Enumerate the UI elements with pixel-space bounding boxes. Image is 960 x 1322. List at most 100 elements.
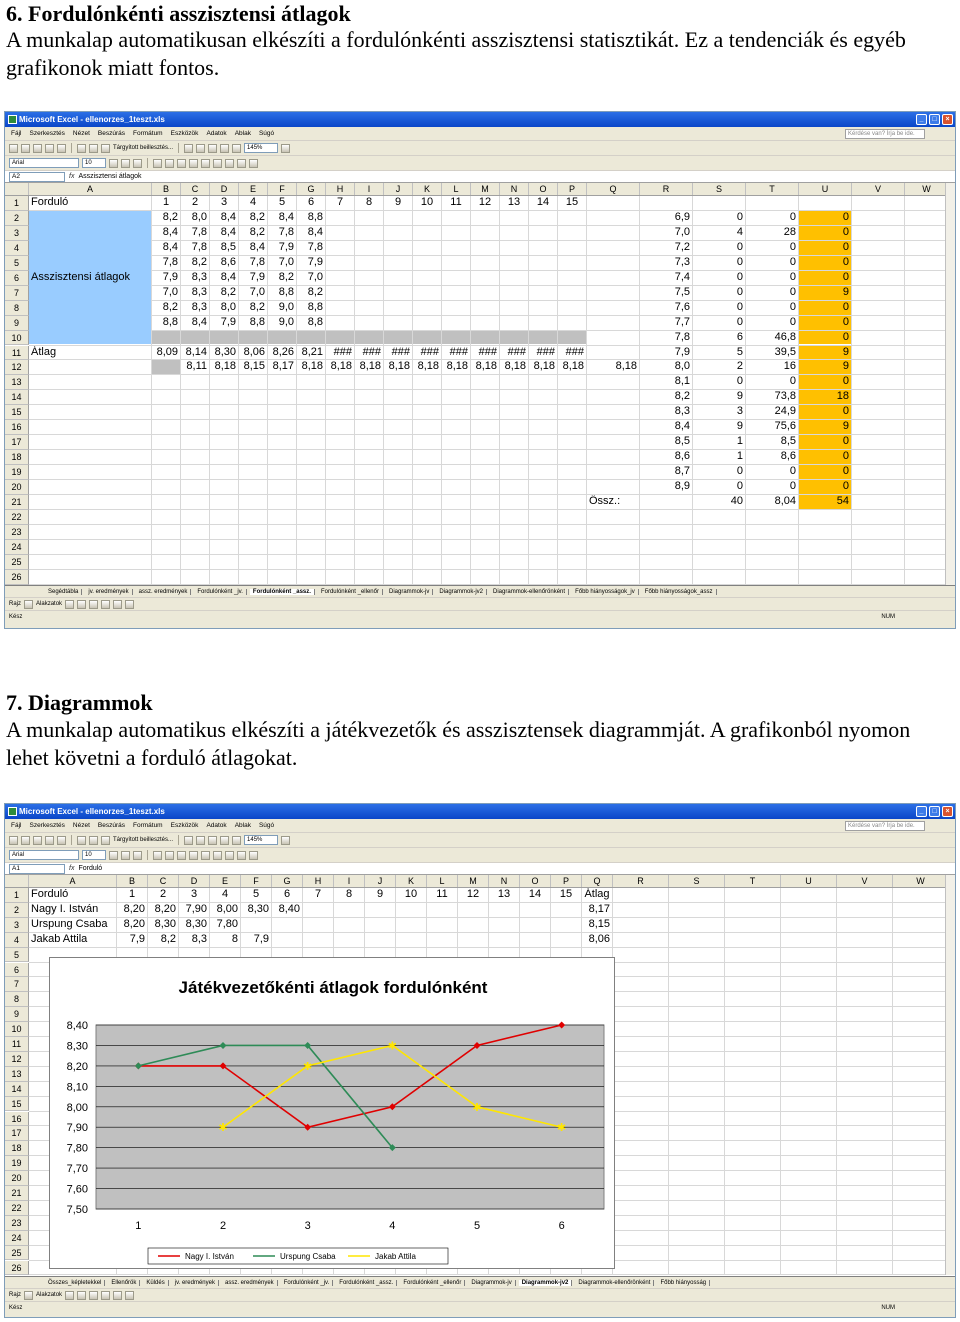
row-header[interactable]: 25 xyxy=(5,1245,29,1261)
sheet-tab[interactable]: Fordulónként _assz. xyxy=(336,1279,398,1286)
stat-cell[interactable]: 9 xyxy=(799,360,851,375)
grade-cell[interactable]: 8,2 xyxy=(162,210,178,223)
column-header[interactable]: K xyxy=(413,183,442,195)
menu-item[interactable]: Eszközök xyxy=(170,130,199,137)
average-cell[interactable]: 8,30 xyxy=(214,345,236,358)
stat-cell[interactable]: 7,4 xyxy=(674,270,690,283)
font-name-select[interactable]: Arial xyxy=(9,158,79,168)
menu-item[interactable]: Nézet xyxy=(72,822,90,829)
menu-item[interactable]: Fájl xyxy=(11,822,22,829)
font-name-select[interactable]: Arial xyxy=(9,850,79,860)
sum-icon[interactable] xyxy=(208,835,218,845)
wordart-icon[interactable] xyxy=(125,1290,135,1300)
row-header[interactable]: 7 xyxy=(5,977,29,993)
average-cell[interactable]: ### xyxy=(362,345,381,358)
separator-cell[interactable] xyxy=(500,330,528,345)
sheet-tab[interactable]: assz. eredmények xyxy=(136,588,192,595)
copy-icon[interactable] xyxy=(89,143,98,153)
column-header[interactable]: S xyxy=(693,183,746,195)
cumulative-average-cell[interactable]: 8,18 xyxy=(330,360,352,373)
round-number-cell[interactable]: 8 xyxy=(365,196,373,208)
stat-cell[interactable]: 24,9 xyxy=(774,405,796,418)
column-header[interactable]: V xyxy=(837,875,893,887)
percent-icon[interactable] xyxy=(213,158,222,168)
stat-cell[interactable]: 8,3 xyxy=(674,405,690,418)
sheet-tab[interactable]: Segédtábla xyxy=(45,588,83,595)
column-header[interactable]: F xyxy=(268,183,297,195)
column-header[interactable]: F xyxy=(241,875,272,887)
average-cell[interactable]: 8,14 xyxy=(185,345,207,358)
line-icon[interactable] xyxy=(65,599,75,609)
referee-grade-cell[interactable]: 8,30 xyxy=(185,917,207,930)
average-cell[interactable]: ### xyxy=(449,345,468,358)
row-header[interactable]: 21 xyxy=(5,1186,29,1201)
round-number-cell[interactable]: 3 xyxy=(220,196,228,208)
menu-item[interactable]: Beszúrás xyxy=(97,822,125,829)
menu-item[interactable]: Beszúrás xyxy=(97,130,125,137)
referee-grade-cell[interactable]: 8,30 xyxy=(247,902,269,915)
sheet-tab[interactable]: assz. eredmények xyxy=(222,1279,278,1286)
zoom-select[interactable]: 145% xyxy=(244,835,279,845)
row-header[interactable]: 2 xyxy=(5,210,29,226)
stat-cell[interactable]: 0 xyxy=(736,240,743,253)
series-line[interactable] xyxy=(222,1044,562,1128)
grade-cell[interactable]: 8,4 xyxy=(220,270,236,283)
stat-cell[interactable]: 0 xyxy=(799,375,851,390)
grade-cell[interactable]: 8,8 xyxy=(307,210,323,223)
sheet-tab[interactable]: Fordulónként _jv. xyxy=(194,588,247,595)
bold-icon[interactable] xyxy=(109,158,118,168)
stat-cell[interactable]: 0 xyxy=(736,315,743,328)
fx-icon[interactable]: fx xyxy=(69,173,75,180)
cumulative-average-cell[interactable]: 8,18 xyxy=(388,360,410,373)
close-icon[interactable]: × xyxy=(942,806,953,817)
column-header[interactable]: G xyxy=(297,183,326,195)
stat-cell[interactable]: 1 xyxy=(736,450,743,463)
column-header[interactable]: J xyxy=(365,875,396,887)
stat-cell[interactable]: 0 xyxy=(799,330,851,345)
menu-item[interactable]: Ablak xyxy=(234,822,251,829)
menu-item[interactable]: Formátum xyxy=(132,130,163,137)
column-header[interactable]: R xyxy=(640,183,693,195)
round-number-cell[interactable]: 9 xyxy=(394,196,402,208)
stat-cell[interactable]: 0 xyxy=(789,285,796,298)
align-right-icon[interactable] xyxy=(177,158,186,168)
row-header[interactable]: 23 xyxy=(5,1215,29,1231)
stat-cell[interactable]: 7,5 xyxy=(674,285,690,298)
round-header-cell[interactable]: 12 xyxy=(466,888,480,900)
referee-grade-cell[interactable]: 7,80 xyxy=(216,917,238,930)
menu-item[interactable]: Szerkesztés xyxy=(29,822,65,829)
fill-color-icon[interactable] xyxy=(237,158,246,168)
borders-icon[interactable] xyxy=(225,158,234,168)
stat-cell[interactable]: 46,8 xyxy=(774,330,796,343)
sheet-tab[interactable]: jv. eredmények xyxy=(172,1279,219,1286)
row-header[interactable]: 20 xyxy=(5,480,29,495)
referee-average-cell[interactable]: 8,06 xyxy=(588,932,610,945)
column-header[interactable]: L xyxy=(442,183,471,195)
row-header[interactable]: 2 xyxy=(5,902,29,918)
average-cell[interactable]: ### xyxy=(478,345,497,358)
column-header[interactable]: O xyxy=(520,875,551,887)
average-cell[interactable]: 8,26 xyxy=(272,345,294,358)
cumulative-average-cell[interactable]: 8,18 xyxy=(562,360,584,373)
grade-cell[interactable]: 8,2 xyxy=(278,270,294,283)
zoom-select[interactable]: 145% xyxy=(244,143,279,153)
menu-item[interactable]: Szerkesztés xyxy=(29,130,65,137)
sheet-tab[interactable]: Küldés xyxy=(143,1279,169,1286)
round-header-cell[interactable]: Átlag xyxy=(584,888,610,900)
row-header[interactable]: 9 xyxy=(5,315,29,331)
header-cell-forduló[interactable]: Forduló xyxy=(31,196,69,208)
column-header[interactable]: I xyxy=(355,183,384,195)
chart-wizard-icon[interactable] xyxy=(232,835,242,845)
round-number-cell[interactable]: 12 xyxy=(478,196,492,208)
series-line[interactable] xyxy=(138,1044,393,1148)
stat-cell[interactable]: 8,4 xyxy=(674,420,690,433)
column-header[interactable]: D xyxy=(210,183,239,195)
column-header[interactable]: J xyxy=(384,183,413,195)
row-header[interactable]: 24 xyxy=(5,539,29,555)
grade-cell[interactable]: 8,2 xyxy=(162,300,178,313)
cumulative-average-cell[interactable]: 8,18 xyxy=(214,360,236,373)
referee-grade-cell[interactable]: 7,90 xyxy=(185,902,207,915)
stat-cell[interactable]: 0 xyxy=(799,435,851,450)
column-header[interactable]: A xyxy=(29,875,117,887)
column-header[interactable]: G xyxy=(272,875,303,887)
